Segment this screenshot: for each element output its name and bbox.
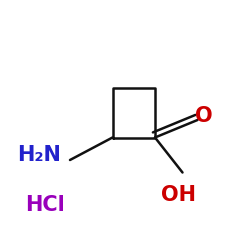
Text: OH: OH [161,185,196,205]
Text: O: O [195,106,212,126]
Text: HCl: HCl [25,195,65,215]
Text: H₂N: H₂N [17,145,61,165]
